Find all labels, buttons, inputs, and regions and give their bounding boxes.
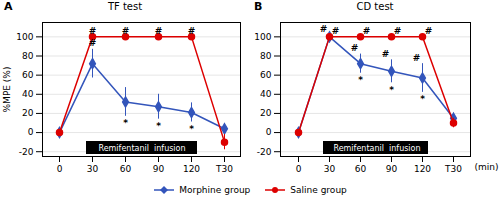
svg-text:*: * (123, 118, 128, 128)
svg-text:30: 30 (324, 164, 336, 174)
svg-text:Remifentanil infusion: Remifentanil infusion (333, 144, 420, 153)
svg-text:#: # (351, 43, 359, 53)
svg-text:-20: -20 (257, 147, 272, 157)
svg-text:-20: -20 (19, 147, 34, 157)
svg-text:#: # (89, 38, 97, 48)
svg-text:#: # (188, 26, 196, 36)
svg-text:T30: T30 (215, 164, 233, 174)
svg-text:120: 120 (414, 164, 431, 174)
svg-text:120: 120 (183, 164, 200, 174)
svg-text:0: 0 (266, 127, 272, 137)
svg-text:60: 60 (260, 70, 272, 80)
svg-text:0: 0 (28, 127, 34, 137)
svg-text:*: * (420, 94, 425, 104)
html-text:CD test: CD test (356, 1, 394, 12)
svg-text:*: * (189, 124, 194, 134)
svg-text:30: 30 (87, 164, 99, 174)
svg-text:*: * (389, 85, 394, 95)
svg-text:20: 20 (22, 108, 34, 118)
svg-text:#: # (122, 26, 130, 36)
svg-text:60: 60 (22, 70, 34, 80)
svg-text:#: # (155, 26, 163, 36)
svg-text:40: 40 (22, 89, 34, 99)
svg-text:%MPE (%): %MPE (%) (2, 67, 12, 113)
svg-text:T30: T30 (444, 164, 462, 174)
svg-text:40: 40 (260, 89, 272, 99)
svg-text:60: 60 (120, 164, 132, 174)
svg-text:0: 0 (296, 164, 302, 174)
html-text:B: B (254, 0, 263, 13)
html-text:TF test: TF test (107, 1, 143, 12)
svg-text:80: 80 (260, 51, 272, 61)
svg-text:#: # (332, 26, 340, 36)
svg-text:20: 20 (260, 108, 272, 118)
html-text:Saline group: Saline group (290, 185, 347, 195)
svg-text:80: 80 (22, 51, 34, 61)
svg-text:60: 60 (355, 164, 367, 174)
svg-text:#: # (413, 53, 421, 63)
svg-text:*: * (358, 75, 363, 85)
svg-text:*: * (156, 121, 161, 131)
svg-text:#: # (363, 26, 371, 36)
svg-text:100: 100 (16, 32, 33, 42)
html-text:Morphine group: Morphine group (179, 185, 251, 195)
svg-text:Remifentanil infusion: Remifentanil infusion (98, 144, 185, 153)
html-text:A: A (4, 0, 13, 13)
svg-text:#: # (394, 26, 402, 36)
svg-text:90: 90 (386, 164, 398, 174)
svg-text:#: # (89, 26, 97, 36)
svg-text:100: 100 (254, 32, 271, 42)
svg-text:(min): (min) (475, 162, 499, 172)
svg-text:90: 90 (153, 164, 165, 174)
svg-text:#: # (320, 24, 328, 34)
svg-text:#: # (425, 26, 433, 36)
svg-text:#: # (382, 49, 390, 59)
svg-text:0: 0 (57, 164, 63, 174)
